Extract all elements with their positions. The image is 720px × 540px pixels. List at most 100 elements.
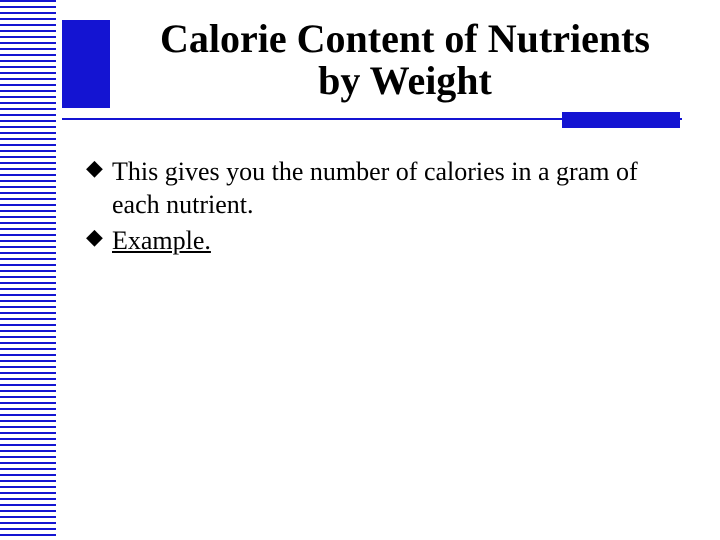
left-strip-line <box>0 180 56 182</box>
left-strip-line <box>0 354 56 356</box>
left-strip-line <box>0 306 56 308</box>
left-strip-line <box>0 528 56 530</box>
left-strip-line <box>0 324 56 326</box>
left-decorative-strip <box>0 0 56 540</box>
left-strip-line <box>0 192 56 194</box>
left-strip-line <box>0 336 56 338</box>
bullet-list: ◆This gives you the number of calories i… <box>86 155 686 259</box>
left-strip-line <box>0 444 56 446</box>
bullet-marker-icon: ◆ <box>86 155 112 181</box>
left-strip-line <box>0 348 56 350</box>
left-strip-line <box>0 300 56 302</box>
left-strip-line <box>0 270 56 272</box>
left-strip-line <box>0 210 56 212</box>
left-strip-line <box>0 402 56 404</box>
left-strip-line <box>0 114 56 116</box>
left-strip-line <box>0 366 56 368</box>
slide: Calorie Content of Nutrients by Weight ◆… <box>0 0 720 540</box>
left-strip-line <box>0 198 56 200</box>
left-strip-line <box>0 276 56 278</box>
left-strip-line <box>0 48 56 50</box>
left-strip-line <box>0 204 56 206</box>
left-strip-line <box>0 0 56 2</box>
left-strip-line <box>0 522 56 524</box>
left-strip-line <box>0 438 56 440</box>
left-strip-line <box>0 432 56 434</box>
title-line-1: Calorie Content of Nutrients <box>160 16 650 61</box>
left-strip-line <box>0 420 56 422</box>
left-strip-line <box>0 144 56 146</box>
left-strip-line <box>0 342 56 344</box>
left-strip-line <box>0 12 56 14</box>
left-strip-line <box>0 330 56 332</box>
left-strip-line <box>0 390 56 392</box>
left-strip-line <box>0 228 56 230</box>
left-strip-line <box>0 18 56 20</box>
left-strip-line <box>0 138 56 140</box>
left-strip-line <box>0 36 56 38</box>
left-strip-line <box>0 426 56 428</box>
left-strip-line <box>0 132 56 134</box>
left-strip-line <box>0 66 56 68</box>
left-strip-line <box>0 78 56 80</box>
left-strip-line <box>0 312 56 314</box>
bullet-marker-icon: ◆ <box>86 224 112 250</box>
left-strip-line <box>0 186 56 188</box>
slide-title: Calorie Content of Nutrients by Weight <box>110 18 700 103</box>
left-strip-line <box>0 360 56 362</box>
left-strip-line <box>0 222 56 224</box>
left-strip-line <box>0 372 56 374</box>
left-strip-line <box>0 294 56 296</box>
left-strip-line <box>0 492 56 494</box>
left-strip-line <box>0 234 56 236</box>
left-strip-line <box>0 408 56 410</box>
left-strip-line <box>0 162 56 164</box>
left-strip-line <box>0 168 56 170</box>
left-strip-line <box>0 498 56 500</box>
left-strip-line <box>0 54 56 56</box>
left-strip-line <box>0 156 56 158</box>
left-strip-line <box>0 414 56 416</box>
bullet-item: ◆This gives you the number of calories i… <box>86 155 686 222</box>
left-strip-line <box>0 264 56 266</box>
title-accent-block <box>62 20 110 108</box>
left-strip-line <box>0 96 56 98</box>
left-strip-line <box>0 84 56 86</box>
left-strip-line <box>0 282 56 284</box>
bullet-text: This gives you the number of calories in… <box>112 155 686 222</box>
left-strip-line <box>0 72 56 74</box>
left-strip-line <box>0 474 56 476</box>
left-strip-line <box>0 90 56 92</box>
bullet-item: ◆Example. <box>86 224 686 257</box>
left-strip-line <box>0 396 56 398</box>
left-strip-line <box>0 378 56 380</box>
left-strip-line <box>0 486 56 488</box>
left-strip-line <box>0 246 56 248</box>
left-strip-line <box>0 456 56 458</box>
left-strip-line <box>0 516 56 518</box>
left-strip-line <box>0 468 56 470</box>
left-strip-line <box>0 24 56 26</box>
left-strip-line <box>0 6 56 8</box>
left-strip-line <box>0 42 56 44</box>
left-strip-line <box>0 240 56 242</box>
left-strip-line <box>0 174 56 176</box>
left-strip-line <box>0 504 56 506</box>
left-strip-line <box>0 258 56 260</box>
accent-block-right <box>562 112 680 128</box>
left-strip-line <box>0 108 56 110</box>
left-strip-line <box>0 480 56 482</box>
left-strip-line <box>0 288 56 290</box>
left-strip-line <box>0 150 56 152</box>
title-line-2: by Weight <box>318 58 492 103</box>
left-strip-line <box>0 216 56 218</box>
left-strip-line <box>0 318 56 320</box>
bullet-text: Example. <box>112 224 686 257</box>
left-strip-line <box>0 60 56 62</box>
left-strip-line <box>0 384 56 386</box>
left-strip-line <box>0 126 56 128</box>
left-strip-line <box>0 30 56 32</box>
left-strip-line <box>0 120 56 122</box>
left-strip-line <box>0 102 56 104</box>
left-strip-line <box>0 510 56 512</box>
